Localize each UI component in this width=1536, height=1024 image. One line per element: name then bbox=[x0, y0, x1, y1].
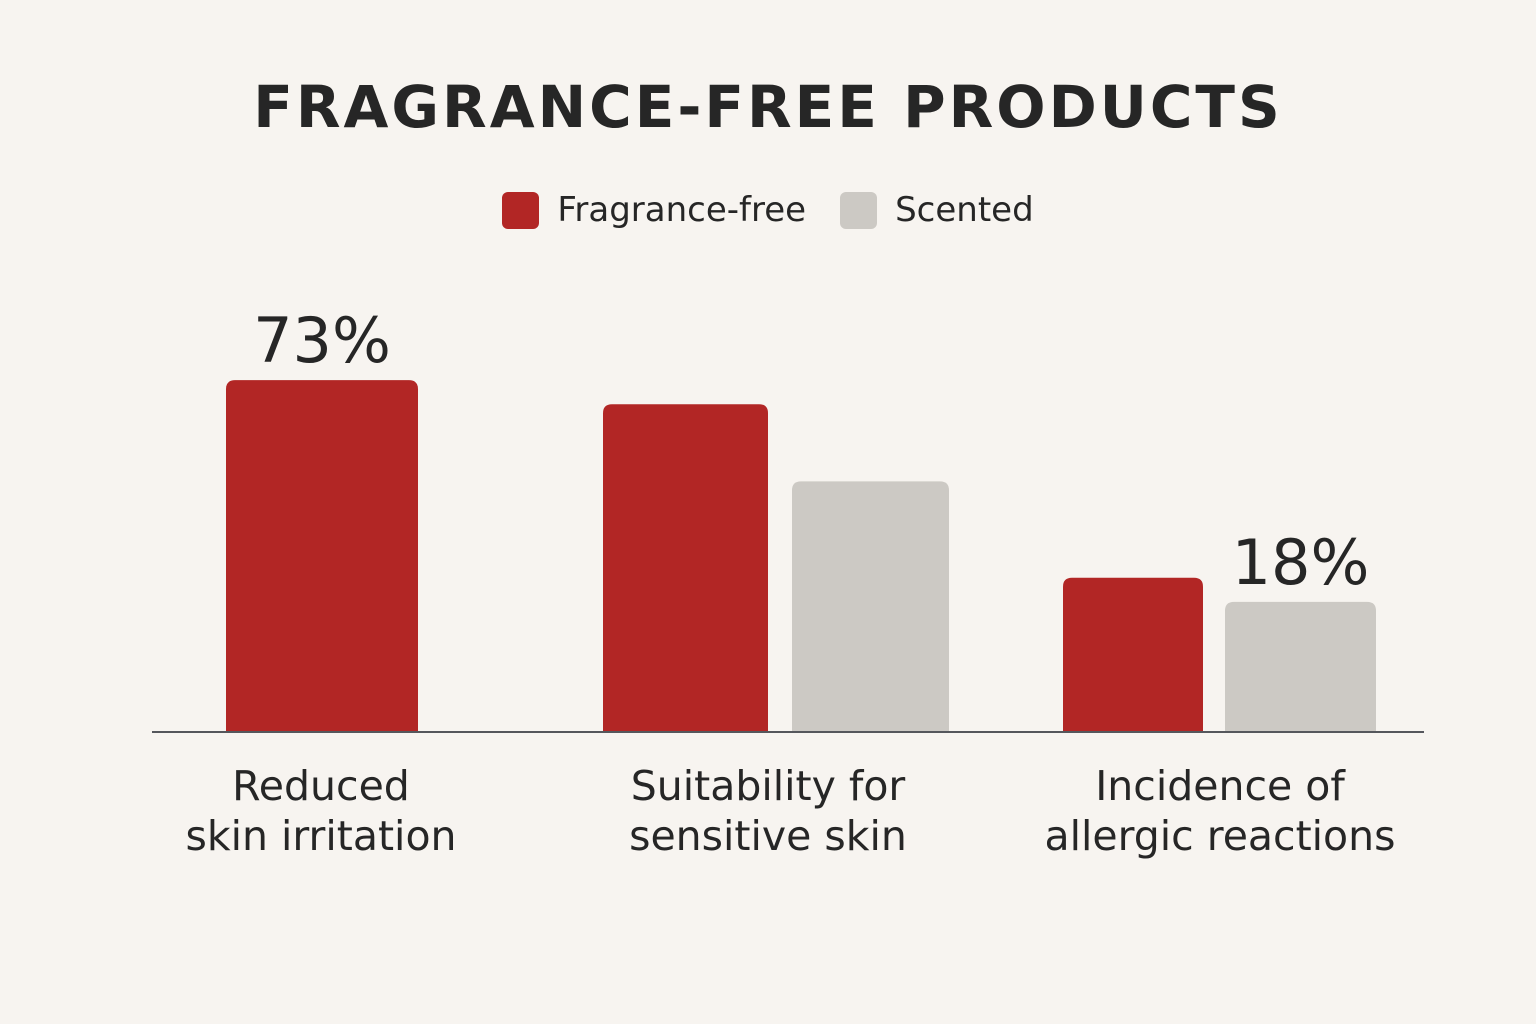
legend-swatch-fragrance-free bbox=[502, 191, 540, 229]
bar-scented-2 bbox=[1225, 601, 1376, 732]
bar-fragrance-free-1 bbox=[603, 404, 768, 732]
category-label-line: allergic reactions bbox=[1044, 812, 1395, 860]
legend-swatch-scented bbox=[840, 191, 878, 229]
bar-fragrance-free-2 bbox=[1063, 577, 1203, 732]
category-label-line: sensitive skin bbox=[629, 812, 907, 860]
legend-item-scented: Scented bbox=[840, 190, 1034, 230]
legend: Fragrance-free Scented bbox=[0, 190, 1536, 230]
legend-label-scented: Scented bbox=[895, 190, 1034, 230]
bar-scented-1 bbox=[792, 481, 949, 732]
category-label-line: Incidence of bbox=[1095, 762, 1346, 810]
category-label-0: Reduced skin irritation bbox=[185, 762, 456, 860]
legend-label-fragrance-free: Fragrance-free bbox=[557, 190, 807, 230]
category-label-2: Incidence of allergic reactions bbox=[1044, 762, 1395, 860]
data-label-1: 18% bbox=[1232, 526, 1370, 599]
category-label-line: Suitability for bbox=[631, 762, 906, 810]
category-label-line: Reduced bbox=[232, 762, 410, 810]
category-label-line: skin irritation bbox=[185, 812, 456, 860]
bar-fragrance-free-0 bbox=[226, 380, 418, 732]
data-label-0: 73% bbox=[253, 304, 391, 377]
chart-title: FRAGRANCE-FREE PRODUCTS bbox=[253, 73, 1283, 141]
legend-item-fragrance-free: Fragrance-free bbox=[502, 190, 806, 230]
category-label-1: Suitability for sensitive skin bbox=[629, 762, 907, 860]
